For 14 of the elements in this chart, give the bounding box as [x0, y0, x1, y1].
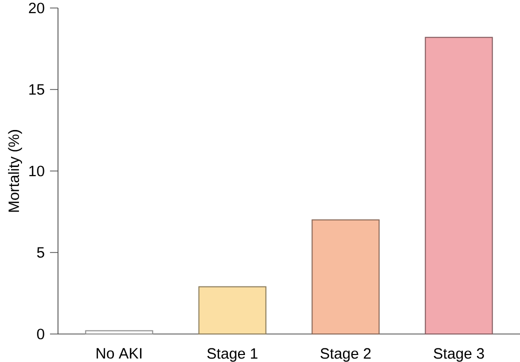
x-tick-label: Stage 3: [434, 348, 484, 362]
bar: [424, 36, 493, 334]
bar: [198, 286, 266, 334]
y-tick-label: 5: [37, 247, 44, 258]
y-tick-label: 20: [28, 2, 44, 14]
bar: [312, 219, 380, 334]
y-tick-label: 15: [29, 84, 44, 95]
x-tick-label: No AKI: [96, 348, 142, 359]
x-tick-label: Stage 2: [320, 348, 371, 362]
y-axis-title: Mortality (%): [8, 130, 22, 212]
y-tick-label: 0: [37, 328, 44, 340]
bar: [85, 330, 154, 334]
x-tick-label: Stage 1: [207, 348, 258, 362]
y-tick-label: 10: [29, 166, 44, 176]
